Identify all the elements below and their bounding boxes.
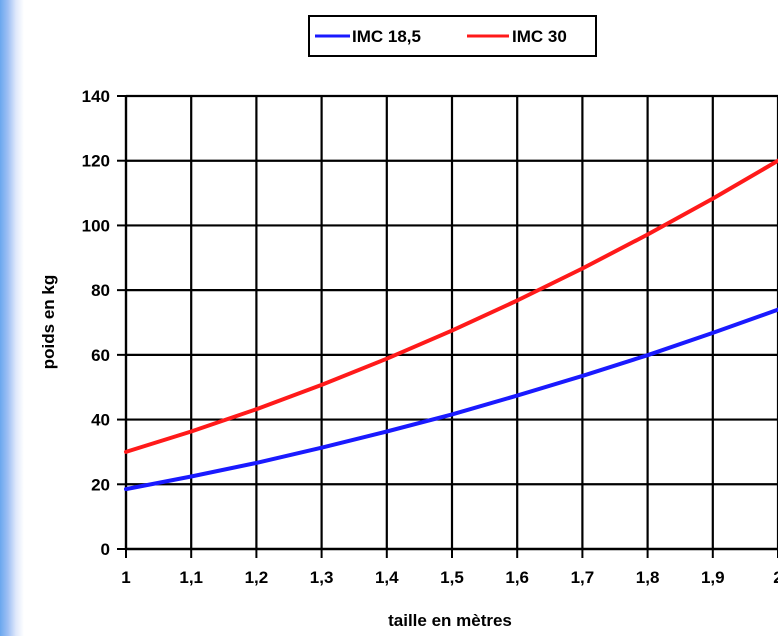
x-tick-label-2: 2: [773, 568, 778, 587]
series-line-imc-18-5: [124, 307, 778, 492]
y-tick-label-100: 100: [82, 216, 110, 235]
y-tick-label-120: 120: [82, 152, 110, 171]
x-tick-label-1-8: 1,8: [636, 568, 660, 587]
legend: IMC 18,5 IMC 30: [308, 15, 597, 57]
x-tick-label-1-4: 1,4: [375, 568, 399, 587]
x-tick-label-1-3: 1,3: [310, 568, 334, 587]
x-tick-labels: 1 1,1 1,2 1,3 1,4 1,5 1,6 1,7 1,8 1,9 2: [121, 568, 778, 587]
y-tick-label-0: 0: [101, 540, 110, 559]
y-tick-label-40: 40: [91, 411, 110, 430]
x-tick-label-1-9: 1,9: [701, 568, 725, 587]
x-tick-label-1-6: 1,6: [505, 568, 529, 587]
grid: [124, 94, 778, 551]
legend-label-imc-30: IMC 30: [512, 27, 567, 46]
x-tick-label-1: 1: [121, 568, 130, 587]
x-tick-label-1-1: 1,1: [179, 568, 203, 587]
y-tick-label-80: 80: [91, 281, 110, 300]
y-tick-labels: 0 20 40 60 80 100 120 140: [82, 87, 110, 559]
x-axis-title: taille en mètres: [388, 611, 512, 630]
x-tick-label-1-7: 1,7: [571, 568, 595, 587]
x-tick-label-1-2: 1,2: [245, 568, 269, 587]
legend-box: [308, 15, 597, 57]
tick-marks: [117, 95, 778, 558]
x-tick-label-1-5: 1,5: [440, 568, 464, 587]
legend-label-imc-18-5: IMC 18,5: [352, 27, 421, 46]
y-axis-title: poids en kg: [39, 275, 58, 369]
y-tick-label-20: 20: [91, 475, 110, 494]
series-lines: [124, 158, 778, 492]
y-tick-label-60: 60: [91, 346, 110, 365]
y-tick-label-140: 140: [82, 87, 110, 106]
series-line-imc-30: [124, 158, 778, 454]
